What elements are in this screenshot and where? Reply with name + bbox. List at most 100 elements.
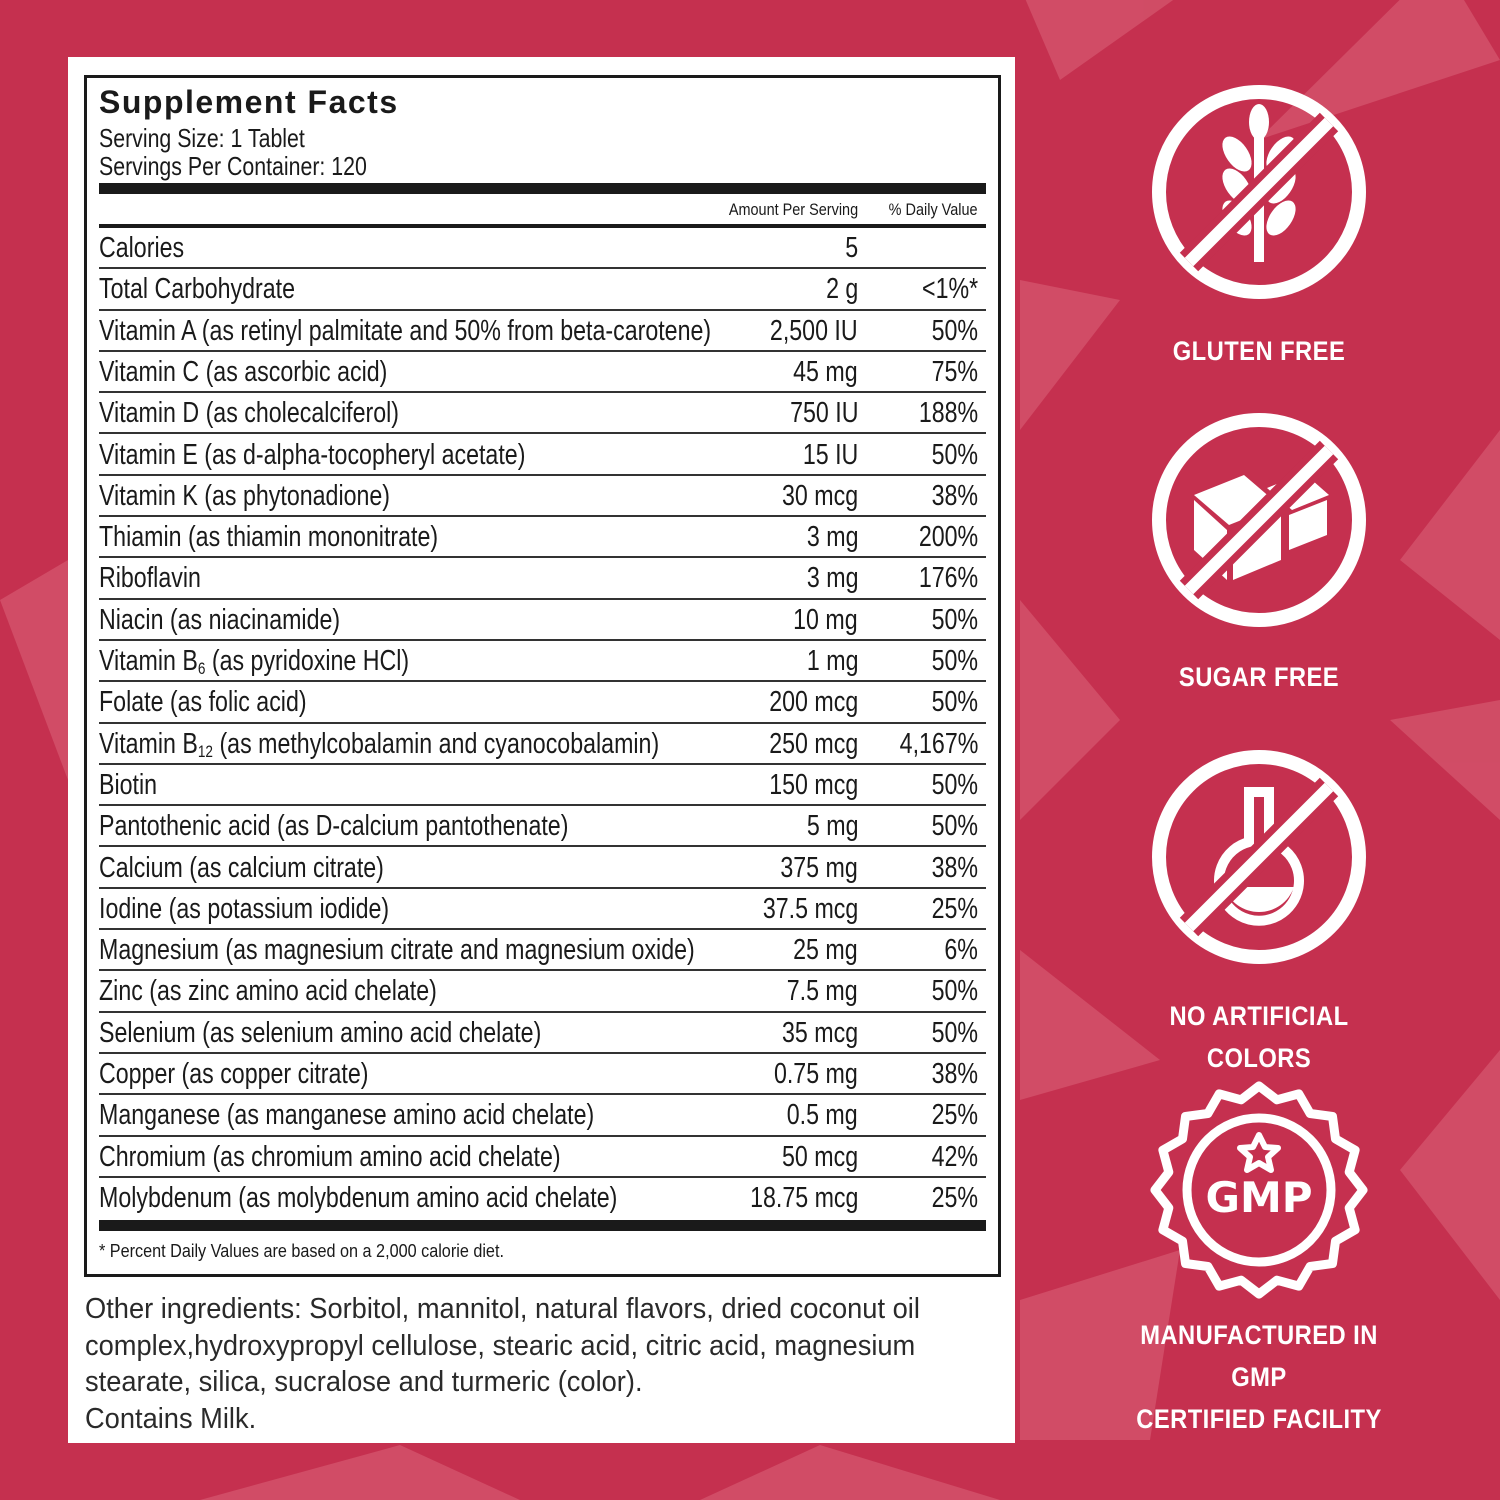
nutrient-row: Vitamin E (as d-alpha-tocopheryl acetate… bbox=[99, 435, 986, 476]
nutrient-amount: 18.75 mcg bbox=[749, 1181, 858, 1214]
nutrient-row: Niacin (as niacinamide) 10 mg 50% bbox=[99, 600, 986, 641]
nutrient-source: (as methylcobalamin and cyanocobalamin) bbox=[213, 727, 660, 760]
serving-size: Serving Size: 1 Tablet bbox=[99, 123, 305, 153]
nutrient-name-text: Manganese (as manganese amino acid chela… bbox=[99, 1099, 595, 1132]
supplement-facts-label: Supplement Facts Serving Size: 1 Tablet … bbox=[84, 75, 1001, 1277]
nutrient-amount: 200 mcg bbox=[769, 686, 858, 719]
nutrient-row: Vitamin B6 (as pyridoxine HCl) 1 mg 50% bbox=[99, 641, 986, 683]
nutrient-row: Vitamin C (as ascorbic acid) 45 mg 75% bbox=[99, 352, 986, 394]
nutrient-row: Folate (as folic acid) 200 mcg 50% bbox=[99, 682, 986, 724]
amount-per-serving-header: Amount Per Serving bbox=[728, 200, 858, 219]
badge-label: GLUTEN FREE bbox=[1172, 336, 1346, 366]
nutrient-name: Calcium (as calcium citrate) bbox=[99, 852, 384, 885]
nutrient-amount: 10 mg bbox=[793, 603, 858, 636]
nutrient-daily-value: 50% bbox=[931, 768, 978, 801]
nutrient-amount: 5 mg bbox=[806, 810, 858, 843]
nutrient-row: Thiamin (as thiamin mononitrate) 3 mg 200% bbox=[99, 517, 986, 559]
nutrient-daily-value: 50% bbox=[931, 645, 978, 677]
nutrient-name-text: Chromium (as chromium amino acid chelate… bbox=[99, 1140, 561, 1173]
nutrient-amount: 3 mg bbox=[806, 521, 858, 554]
badge-label: NO ARTIFICIAL COLORS bbox=[1169, 1001, 1349, 1073]
nutrient-amount: 375 mg bbox=[780, 851, 858, 884]
gmp-seal-text: GMP bbox=[1205, 1173, 1312, 1222]
supplement-facts-panel: Supplement Facts Serving Size: 1 Tablet … bbox=[68, 57, 1015, 1443]
nutrient-daily-value: 38% bbox=[931, 1058, 978, 1090]
gluten-free-badge: GLUTEN FREE bbox=[1100, 82, 1418, 372]
nutrient-name-text: Niacin (as niacinamide) bbox=[99, 603, 341, 636]
nutrient-name-text: Total Carbohydrate bbox=[99, 273, 296, 306]
nutrient-row: Selenium (as selenium amino acid chelate… bbox=[99, 1013, 986, 1054]
servings-per-container: Servings Per Container: 120 bbox=[99, 151, 367, 181]
thick-divider bbox=[99, 183, 986, 194]
nutrient-daily-value: 38% bbox=[931, 851, 978, 884]
nutrient-row: Copper (as copper citrate) 0.75 mg 38% bbox=[99, 1054, 986, 1096]
nutrient-daily-value: 38% bbox=[931, 479, 978, 512]
nutrient-daily-value: 200% bbox=[918, 521, 978, 554]
nutrient-name: Magnesium (as magnesium citrate and magn… bbox=[99, 934, 695, 967]
nutrient-row: Iodine (as potassium iodide) 37.5 mcg 25% bbox=[99, 889, 986, 931]
nutrient-amount: 2,500 IU bbox=[770, 314, 858, 347]
nutrient-name: Copper (as copper citrate) bbox=[99, 1058, 369, 1091]
nutrient-daily-value: 50% bbox=[931, 603, 978, 636]
nutrient-row: Chromium (as chromium amino acid chelate… bbox=[99, 1137, 986, 1178]
nutrient-daily-value: 176% bbox=[918, 562, 978, 595]
nutrient-name-text: Vitamin B bbox=[99, 727, 198, 760]
nutrient-name: Calories bbox=[99, 232, 184, 265]
nutrient-name-text: Calcium (as calcium citrate) bbox=[99, 851, 384, 884]
nutrient-name: Vitamin D (as cholecalciferol) bbox=[99, 397, 399, 430]
nutrient-name: Vitamin B12 (as methylcobalamin and cyan… bbox=[99, 728, 659, 762]
nutrient-amount: 2 g bbox=[825, 273, 858, 306]
nutrient-amount: 0.5 mg bbox=[787, 1099, 858, 1132]
nutrient-name-text: Riboflavin bbox=[99, 562, 201, 595]
nutrient-amount: 30 mcg bbox=[781, 479, 858, 512]
nutrient-name-text: Zinc (as zinc amino acid chelate) bbox=[99, 975, 437, 1008]
nutrient-row: Vitamin A (as retinyl palmitate and 50% … bbox=[99, 311, 986, 352]
nutrient-daily-value: 25% bbox=[931, 1181, 978, 1214]
nutrient-daily-value: 50% bbox=[931, 975, 978, 1008]
nutrient-row: Vitamin K (as phytonadione) 30 mcg 38% bbox=[99, 476, 986, 518]
gmp-seal-icon: GMP bbox=[1150, 1081, 1368, 1299]
nutrient-name: Vitamin C (as ascorbic acid) bbox=[99, 356, 387, 389]
allergen-statement: Contains Milk. bbox=[85, 1402, 257, 1435]
header-divider bbox=[99, 224, 986, 228]
nutrient-name: Selenium (as selenium amino acid chelate… bbox=[99, 1017, 541, 1050]
nutrient-name: Niacin (as niacinamide) bbox=[99, 604, 340, 637]
label-title: Supplement Facts bbox=[99, 84, 399, 120]
nutrient-name-text: Thiamin (as thiamin mononitrate) bbox=[99, 521, 439, 554]
daily-value-header: % Daily Value bbox=[889, 200, 978, 219]
nutrient-daily-value: 188% bbox=[918, 397, 978, 430]
nutrient-row: Calcium (as calcium citrate) 375 mg 38% bbox=[99, 848, 986, 889]
nutrient-name: Chromium (as chromium amino acid chelate… bbox=[99, 1141, 561, 1174]
no-sugar-cubes-icon bbox=[1152, 413, 1366, 627]
nutrient-name: Vitamin A (as retinyl palmitate and 50% … bbox=[99, 315, 711, 348]
nutrient-daily-value: 25% bbox=[931, 892, 978, 925]
nutrient-amount: 750 IU bbox=[789, 397, 858, 430]
nutrient-row: Vitamin D (as cholecalciferol) 750 IU 188% bbox=[99, 393, 986, 435]
nutrient-amount: 0.75 mg bbox=[774, 1058, 858, 1090]
gmp-badge: GMP MANUFACTURED IN GMP CERTIFIED FACILI… bbox=[1100, 1080, 1418, 1440]
nutrient-daily-value: <1%* bbox=[921, 273, 978, 306]
no-flask-icon bbox=[1152, 750, 1366, 964]
nutrient-amount: 250 mcg bbox=[769, 727, 858, 760]
nutrient-name: Molybdenum (as molybdenum amino acid che… bbox=[99, 1182, 617, 1215]
nutrient-name: Vitamin K (as phytonadione) bbox=[99, 480, 390, 513]
nutrient-name-text: Vitamin B bbox=[99, 645, 198, 677]
nutrient-name-text: Iodine (as potassium iodide) bbox=[99, 892, 390, 925]
nutrient-name-text: Calories bbox=[99, 232, 185, 264]
no-artificial-colors-badge: NO ARTIFICIAL COLORS bbox=[1100, 747, 1418, 1079]
nutrient-name: Riboflavin bbox=[99, 562, 201, 595]
nutrient-amount: 150 mcg bbox=[769, 768, 858, 801]
nutrient-name: Iodine (as potassium iodide) bbox=[99, 893, 389, 926]
nutrient-amount: 5 bbox=[845, 232, 858, 264]
nutrient-amount: 50 mcg bbox=[781, 1140, 858, 1173]
nutrient-name-text: Biotin bbox=[99, 768, 158, 801]
nutrient-daily-value: 50% bbox=[931, 686, 978, 719]
nutrient-name-text: Copper (as copper citrate) bbox=[99, 1058, 369, 1090]
nutrient-amount: 37.5 mcg bbox=[762, 892, 858, 925]
nutrient-name-text: Magnesium (as magnesium citrate and magn… bbox=[99, 934, 695, 967]
nutrient-daily-value: 50% bbox=[931, 438, 978, 471]
nutrient-name: Vitamin E (as d-alpha-tocopheryl acetate… bbox=[99, 439, 525, 472]
nutrient-amount: 15 IU bbox=[802, 438, 858, 471]
nutrient-row: Molybdenum (as molybdenum amino acid che… bbox=[99, 1178, 986, 1219]
badge-label-line1: MANUFACTURED IN GMP bbox=[1140, 1320, 1378, 1392]
